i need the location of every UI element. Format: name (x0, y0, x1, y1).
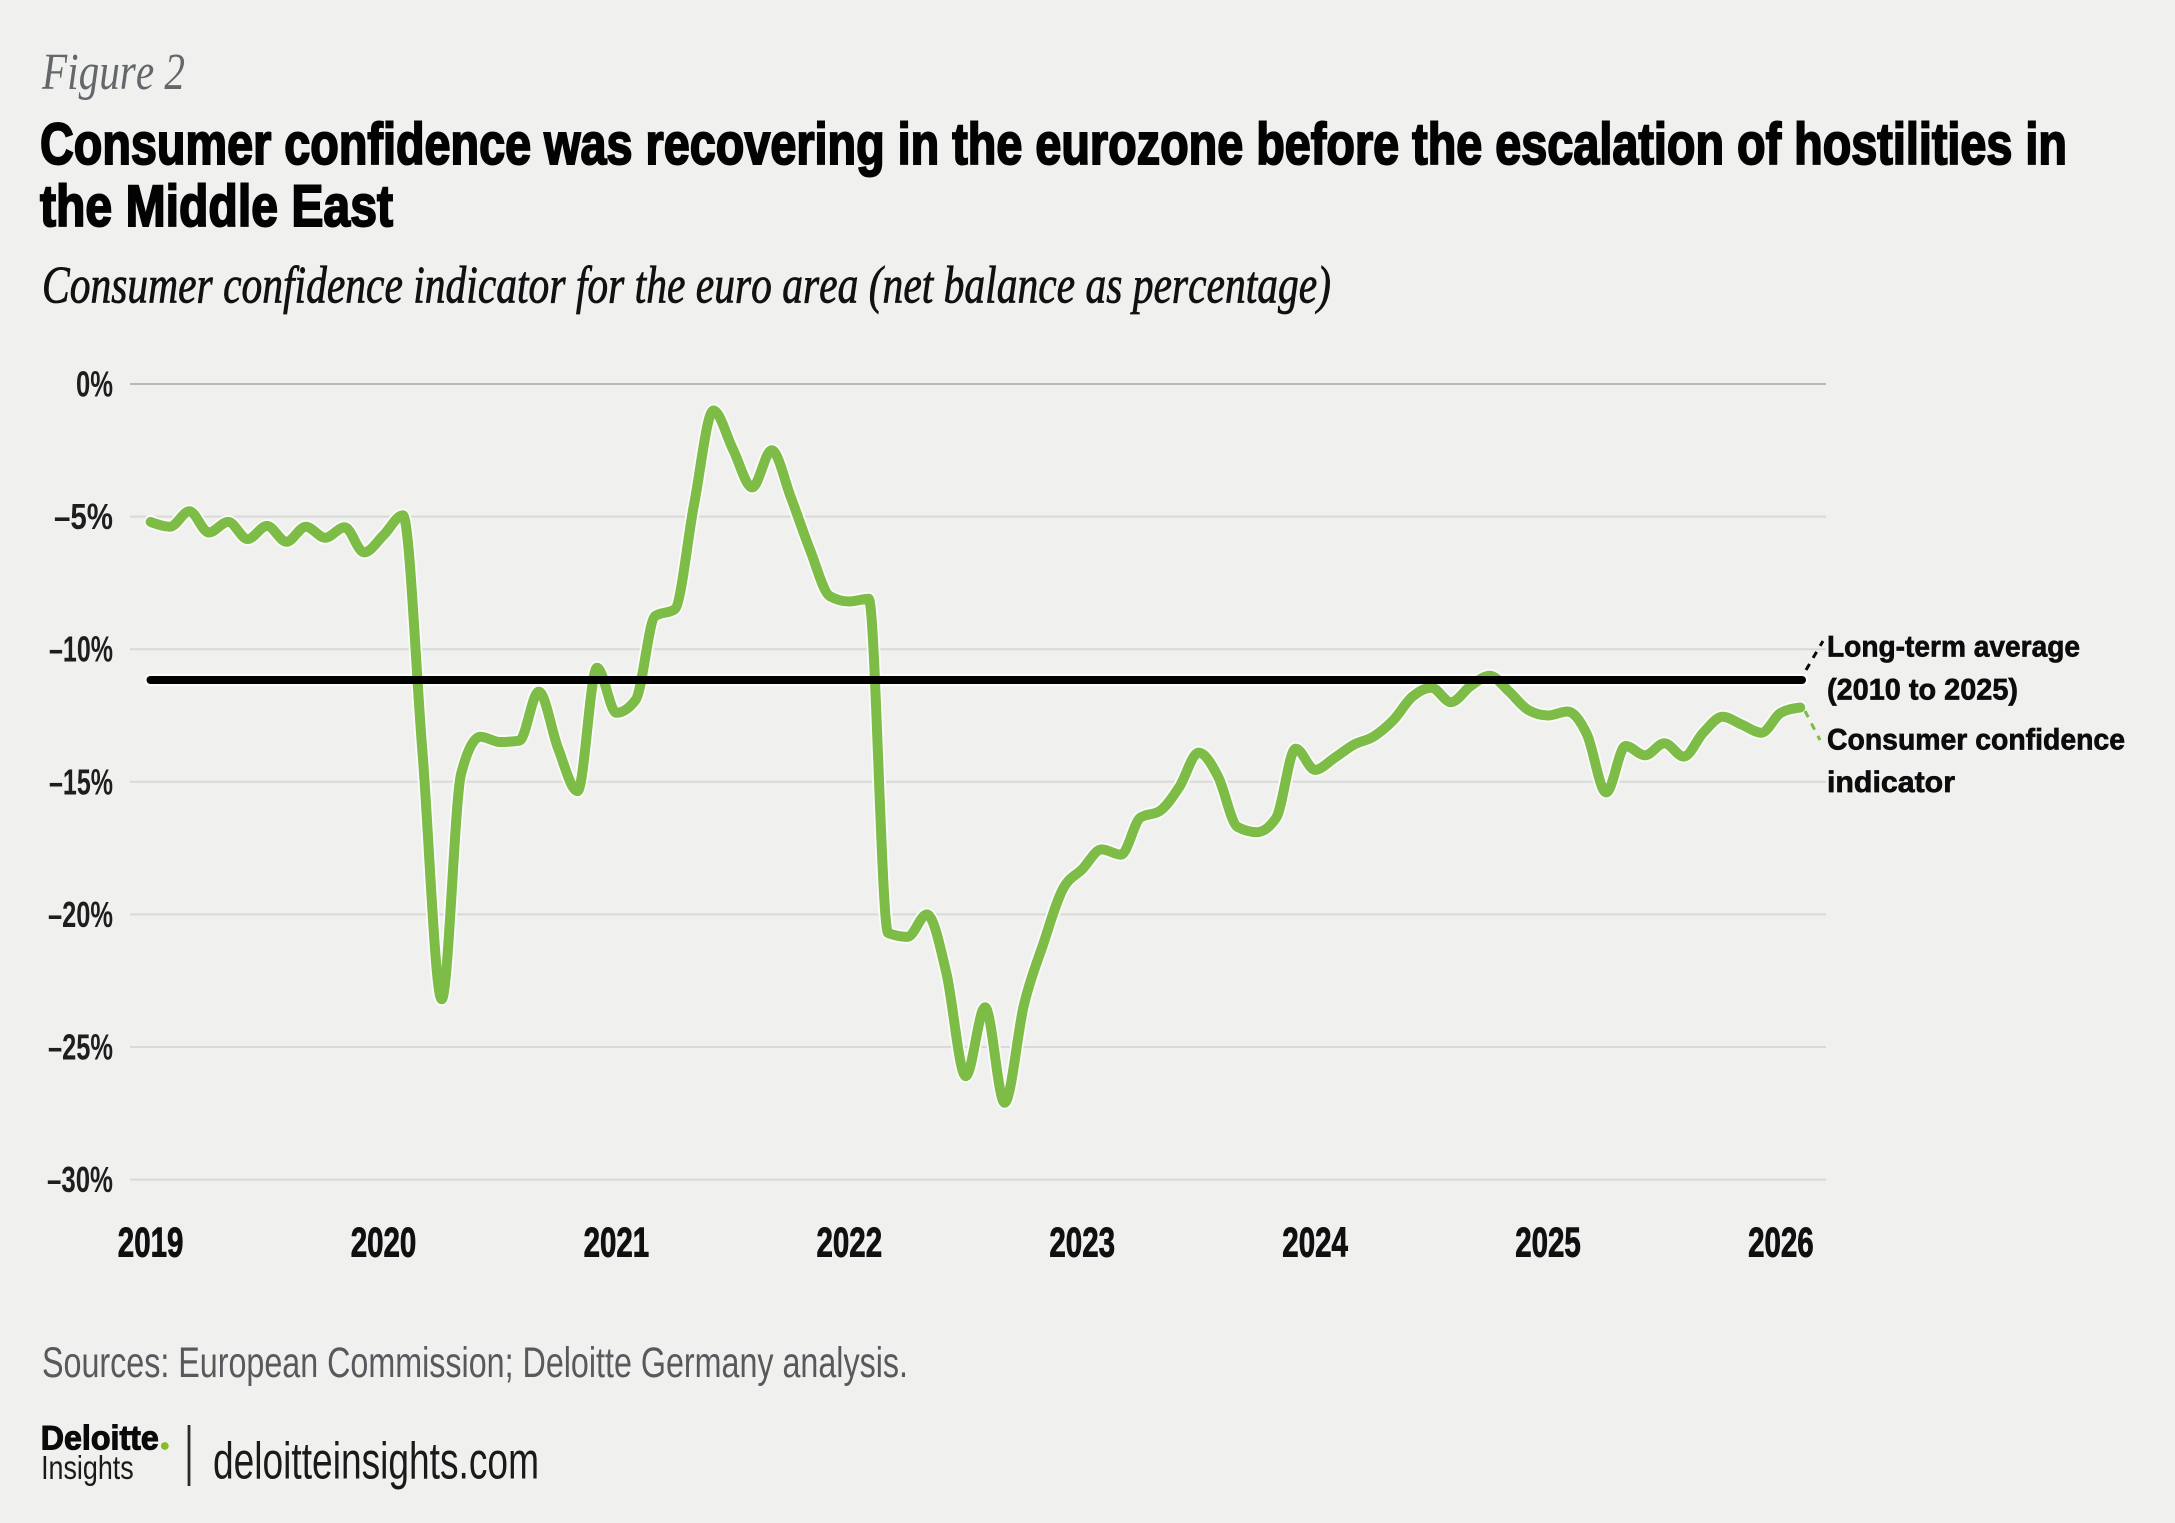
svg-text:Sources: European Commission;: Sources: European Commission; Deloitte G… (42, 1340, 908, 1387)
svg-text:2026: 2026 (1748, 1219, 1814, 1266)
svg-text:deloitteinsights.com: deloitteinsights.com (213, 1433, 539, 1491)
svg-text:–30%: –30% (47, 1159, 113, 1200)
svg-text:Insights: Insights (41, 1449, 134, 1486)
svg-text:indicator: indicator (1827, 766, 1955, 799)
svg-text:0%: 0% (76, 364, 113, 405)
svg-text:–20%: –20% (48, 894, 113, 935)
svg-text:–10%: –10% (49, 629, 113, 670)
svg-text:the Middle East: the Middle East (40, 174, 393, 239)
svg-text:Deloitte: Deloitte (41, 1420, 159, 1458)
svg-text:Long-term average: Long-term average (1827, 631, 2080, 664)
svg-text:Consumer confidence indicator: Consumer confidence indicator for the eu… (42, 257, 1331, 315)
svg-text:(2010 to 2025): (2010 to 2025) (1827, 673, 2018, 706)
svg-text:2023: 2023 (1049, 1219, 1115, 1266)
svg-text:2025: 2025 (1515, 1219, 1581, 1266)
svg-text:–15%: –15% (49, 761, 113, 802)
svg-text:2019: 2019 (118, 1219, 184, 1266)
svg-text:Consumer confidence: Consumer confidence (1827, 723, 2125, 756)
svg-text:–5%: –5% (54, 496, 113, 537)
svg-text:–25%: –25% (48, 1027, 113, 1068)
svg-text:2022: 2022 (817, 1219, 883, 1266)
svg-text:2021: 2021 (584, 1219, 650, 1266)
svg-text:2020: 2020 (351, 1219, 417, 1266)
svg-text:Figure 2: Figure 2 (41, 44, 185, 101)
svg-text:Consumer confidence was recove: Consumer confidence was recovering in th… (40, 112, 2067, 177)
svg-text:2024: 2024 (1282, 1219, 1348, 1266)
